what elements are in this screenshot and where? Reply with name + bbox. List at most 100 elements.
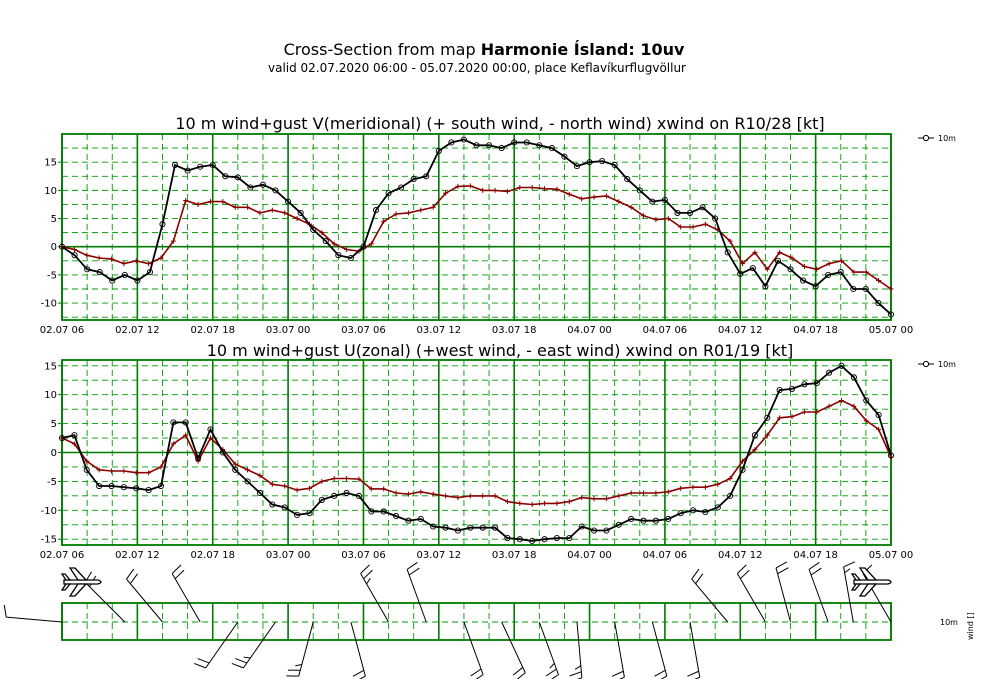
meridional-point-gust [764, 266, 770, 272]
zonal-xtick-label: 03.07 18 [492, 550, 537, 561]
zonal-ytick-label: 0 [51, 448, 57, 459]
chart-subtitle: valid 02.07.2020 06:00 - 05.07.2020 00:0… [268, 61, 686, 75]
zonal-point-10m [306, 510, 313, 517]
meridional-point-10m [435, 147, 442, 154]
wind-barb-feather [737, 564, 747, 574]
zonal-point-10m [417, 515, 424, 523]
meridional-point-gust [393, 211, 399, 217]
wind-barb-staff [350, 621, 366, 677]
wind-barb-feather [844, 568, 851, 574]
meridional-xtick-label: 04.07 00 [567, 325, 612, 336]
zonal-point-10m [269, 501, 276, 508]
zonal-wind-panel: 10 m wind+gust U(zonal) (+west wind, - e… [40, 341, 956, 561]
zonal-point-10m [578, 523, 585, 530]
zonal-y-axis: -15 -10 -5 0 5 10 15 [41, 361, 62, 546]
meridional-point-gust [158, 255, 164, 261]
wind-barb-feather [243, 656, 251, 659]
meridional-point-gust [245, 204, 251, 210]
zonal-point-10m [170, 419, 177, 426]
meridional-legend-marker [922, 134, 930, 142]
meridional-point-10m [498, 145, 505, 152]
meridional-point-gust [381, 218, 387, 224]
zonal-point-10m [256, 489, 264, 497]
wind-barb-feather [551, 674, 559, 679]
wind-barb-feather [691, 568, 700, 580]
barb-grid [61, 602, 892, 641]
meridional-point-gust [368, 241, 374, 247]
zonal-point-10m [96, 482, 103, 490]
wind-barb-staff [651, 621, 668, 677]
meridional-point-10m [134, 277, 141, 284]
zonal-point-gust [344, 476, 350, 482]
meridional-point-gust [690, 224, 696, 230]
meridional-xtick-label: 03.07 06 [341, 325, 386, 336]
meridional-point-10m [84, 266, 91, 273]
zonal-point-gust [678, 485, 684, 491]
zonal-point-gust [826, 403, 832, 409]
meridional-point-10m [385, 190, 392, 197]
meridional-xtick-label: 04.07 18 [793, 325, 838, 336]
wind-barb-feather [654, 669, 666, 677]
meridional-frame [61, 133, 892, 321]
meridional-point-10m [322, 238, 329, 245]
meridional-point-gust [405, 210, 411, 216]
zonal-point-gust [393, 490, 399, 496]
meridional-point-10m [686, 209, 694, 216]
meridional-point-gust [777, 249, 783, 255]
meridional-point-10m [372, 207, 380, 214]
meridional-point-gust [888, 286, 894, 292]
zonal-point-10m [120, 484, 127, 491]
zonal-point-10m [83, 466, 90, 473]
zonal-point-10m [467, 524, 474, 531]
zonal-point-10m [640, 517, 647, 524]
wind-barb-staff [691, 578, 729, 623]
wind-barb-feather [360, 564, 370, 574]
zonal-point-10m [652, 517, 659, 524]
meridional-ytick-label: 10 [44, 186, 57, 197]
meridional-point-10m [573, 163, 581, 170]
zonal-point-gust [876, 426, 882, 432]
zonal-point-10m [430, 523, 437, 530]
wind-barb-feather [475, 674, 484, 679]
zonal-point-gust [356, 476, 362, 482]
meridional-point-gust [504, 188, 510, 194]
meridional-point-gust [542, 186, 548, 192]
zonal-point-gust [96, 467, 102, 473]
meridional-point-gust [96, 255, 102, 261]
meridional-point-10m [234, 174, 241, 181]
meridional-point-gust [665, 216, 671, 222]
zonal-point-gust [517, 500, 523, 506]
zonal-point-10m [603, 527, 610, 534]
meridional-point-10m [410, 176, 417, 183]
wind-barb-feather [694, 676, 700, 679]
wind-barb-feather [193, 662, 206, 669]
wind-barb-feather [352, 669, 365, 677]
meridional-series [58, 136, 895, 318]
meridional-point-gust [628, 204, 634, 210]
meridional-point-gust [529, 185, 535, 191]
meridional-ytick-label: 0 [51, 242, 57, 253]
meridional-xtick-label: 03.07 00 [266, 325, 311, 336]
zonal-point-10m [219, 449, 226, 456]
zonal-point-gust [443, 493, 449, 499]
main-title-prefix: Cross-Section from map [284, 40, 481, 59]
zonal-point-gust [133, 470, 139, 476]
zonal-point-gust [616, 493, 622, 499]
zonal-point-gust [467, 493, 473, 499]
meridional-point-gust [455, 183, 461, 189]
meridional-point-gust [146, 261, 152, 267]
wind-barb-feather [359, 675, 366, 679]
zonal-point-gust [232, 461, 238, 467]
meridional-point-10m [247, 184, 254, 191]
meridional-point-gust [331, 241, 337, 247]
meridional-point-gust [319, 230, 325, 236]
meridional-point-10m [561, 153, 568, 160]
meridional-wind-panel: 10 m wind+gust V(meridional) (+ south wi… [40, 114, 956, 336]
zonal-ytick-label: 5 [51, 419, 57, 430]
zonal-point-gust [381, 486, 387, 492]
barb-level-label: 10m [940, 618, 958, 627]
meridional-point-10m [636, 187, 643, 194]
meridional-point-10m [749, 265, 756, 272]
airplane-left-icon [60, 567, 102, 597]
meridional-point-gust [566, 191, 572, 197]
